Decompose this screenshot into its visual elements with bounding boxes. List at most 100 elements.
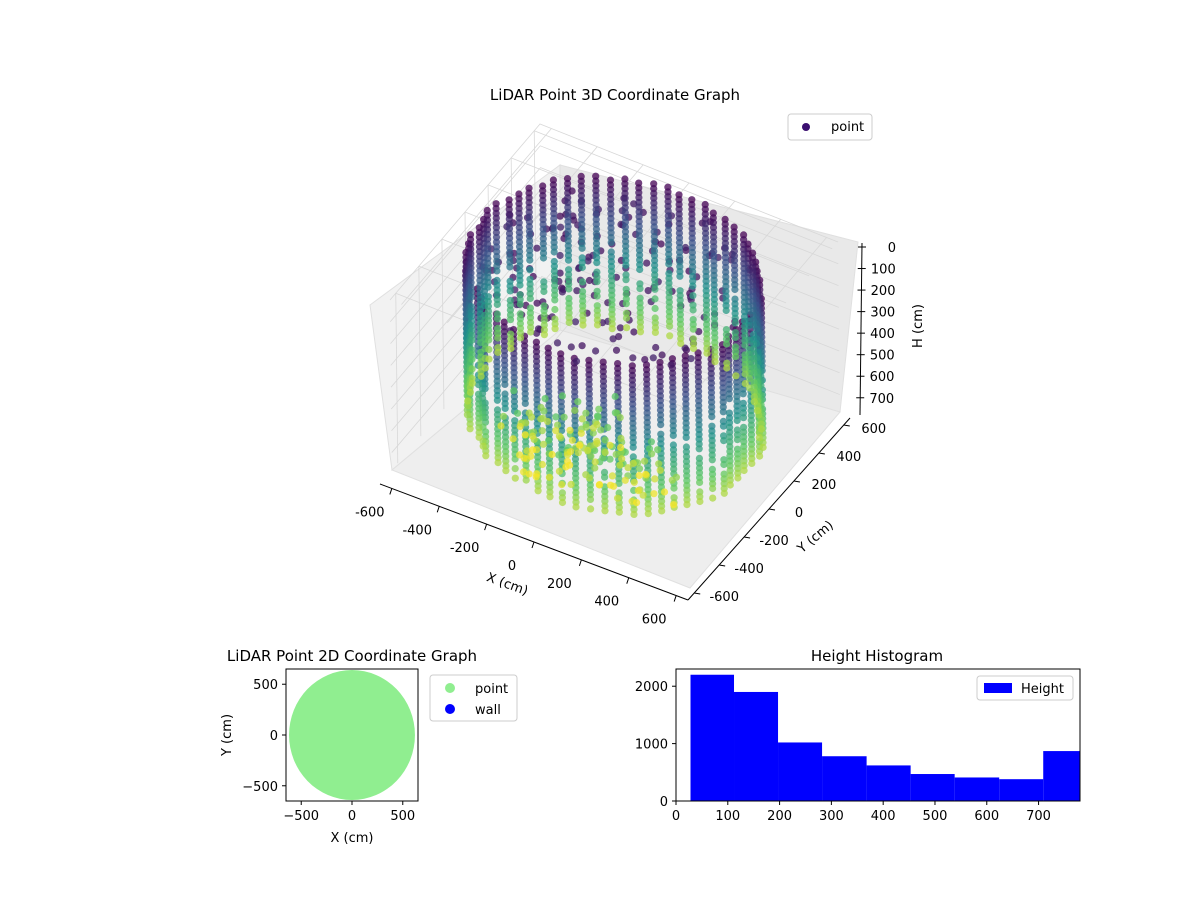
point-3d [666, 322, 674, 330]
y-axis-label-2d: Y (cm) [220, 714, 235, 757]
point-3d [510, 387, 518, 395]
point-3d [539, 440, 548, 448]
point-3d [463, 411, 471, 419]
y-tick-label-2d: 0 [270, 729, 278, 744]
z-axis-label-3d: H (cm) [911, 304, 926, 348]
point-3d [670, 501, 678, 509]
point-3d [522, 476, 530, 484]
point-3d [593, 420, 601, 428]
point-3d [541, 395, 549, 403]
point-3d [629, 443, 637, 451]
point-3d [689, 325, 697, 333]
point-3d [708, 456, 716, 464]
point-3d [651, 304, 659, 313]
histogram-bar [734, 691, 779, 801]
point-3d [648, 450, 656, 458]
point-3d [616, 324, 625, 332]
point-3d [647, 438, 656, 446]
point-3d [622, 314, 631, 322]
point-3d [516, 422, 524, 431]
point-2d-cloud [289, 670, 415, 800]
legend-3d: point [787, 113, 873, 141]
point-3d [641, 356, 649, 364]
point-3d [493, 267, 501, 275]
point-3d [553, 339, 562, 347]
legend-2d-point-label: point [475, 682, 508, 697]
point-3d [534, 487, 542, 495]
point-3d [731, 285, 739, 294]
point-3d [514, 409, 522, 417]
histogram-bar [910, 774, 955, 801]
point-3d [578, 415, 586, 423]
point-3d [651, 475, 659, 483]
point-3d [755, 434, 764, 442]
point-3d [485, 336, 493, 344]
point-3d [740, 466, 748, 475]
x-tick-label-3d: 600 [642, 613, 667, 628]
point-3d [624, 464, 632, 472]
y-tick-label-3d: 200 [812, 478, 837, 493]
legend-2d: point wall [429, 674, 518, 722]
point-3d [719, 408, 727, 416]
point-3d [555, 467, 564, 475]
points-2d [289, 670, 415, 800]
point-3d [506, 287, 514, 295]
y-tick-3d [793, 480, 801, 483]
point-3d [611, 392, 619, 401]
grid-line [511, 157, 810, 277]
point-3d [651, 285, 659, 293]
x-tick-label-hist: 500 [923, 809, 948, 824]
x-tick-label-3d: -600 [355, 505, 385, 520]
x-tick-label-3d: 200 [547, 577, 572, 592]
histogram-bar [999, 779, 1044, 801]
point-3d [520, 468, 528, 476]
point-3d [733, 436, 742, 444]
x-tick-3d [578, 559, 582, 567]
point-3d [567, 448, 575, 456]
point-3d [723, 364, 731, 372]
point-3d [594, 413, 602, 421]
point-3d [551, 325, 559, 333]
plot-3d-title: LiDAR Point 3D Coordinate Graph [490, 86, 740, 104]
point-3d [555, 451, 563, 459]
point-3d [558, 498, 567, 507]
point-3d [667, 361, 675, 369]
point-3d [467, 293, 475, 301]
point-3d [749, 321, 758, 329]
z-tick-label-3d: 0 [888, 241, 896, 256]
point-3d [525, 470, 533, 478]
y-tick-label-3d: -600 [709, 590, 739, 605]
point-3d [585, 474, 594, 482]
points-3d [462, 172, 767, 518]
point-3d [551, 296, 559, 304]
point-3d [509, 435, 517, 443]
point-3d [468, 355, 476, 363]
point-3d [695, 328, 703, 336]
point-3d [657, 240, 665, 248]
point-3d [546, 493, 554, 501]
x-tick-3d [436, 506, 440, 513]
histogram-title: Height Histogram [811, 647, 943, 665]
point-3d [660, 488, 669, 496]
point-3d [739, 414, 748, 422]
point-3d [520, 454, 528, 462]
x-axis-label-3d: X (cm) [484, 570, 530, 599]
point-3d [593, 259, 601, 267]
point-3d [534, 325, 543, 333]
point-3d [494, 348, 502, 356]
point-3d [741, 380, 749, 388]
point-3d [516, 300, 524, 308]
point-3d [522, 419, 530, 427]
point-3d [556, 223, 565, 231]
point-3d [623, 324, 631, 332]
point-3d [616, 414, 624, 422]
legend-2d-point-marker [445, 683, 455, 693]
point-3d [593, 278, 601, 286]
point-3d [636, 285, 644, 293]
y-axis-label-3d: Y (cm) [794, 518, 837, 557]
y-tick-3d [818, 452, 825, 455]
point-3d [560, 413, 568, 421]
point-3d [615, 508, 623, 516]
legend-2d-wall-label: wall [475, 703, 501, 718]
point-3d [499, 412, 508, 420]
